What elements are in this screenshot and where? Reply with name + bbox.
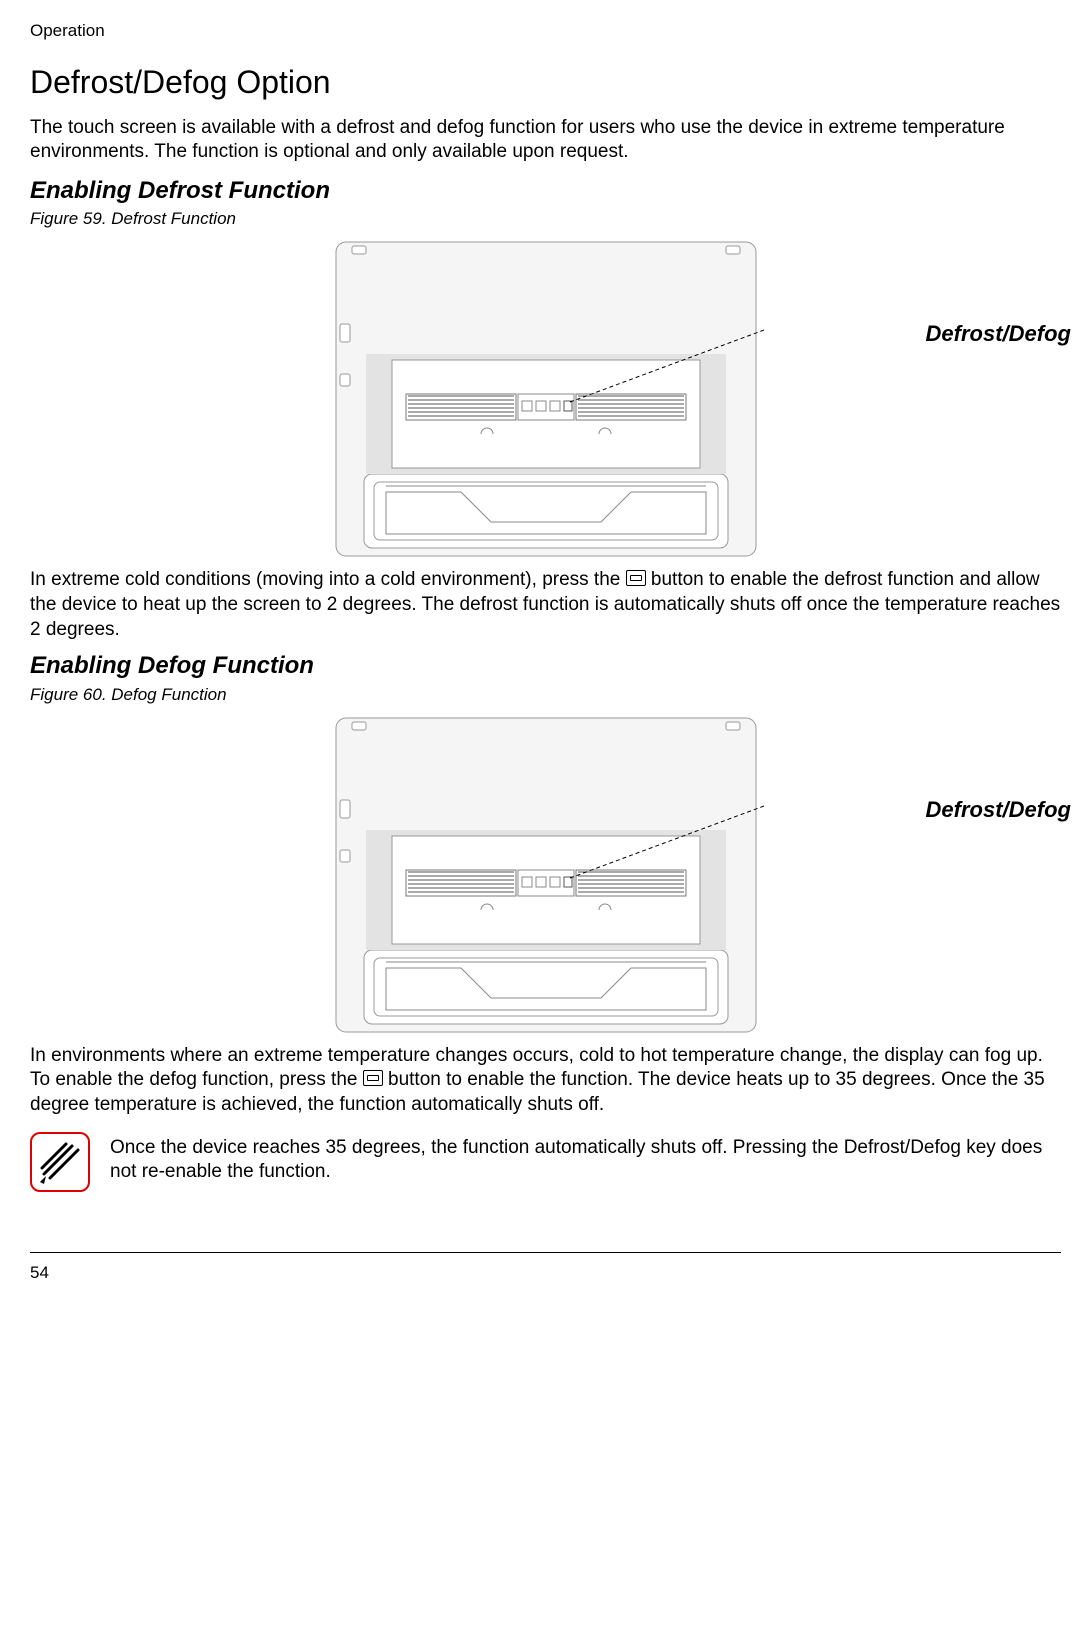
note-text: Once the device reaches 35 degrees, the … — [110, 1132, 1061, 1185]
callout-label-defrost: Defrost/Defog — [926, 320, 1071, 349]
callout-label-defog: Defrost/Defog — [926, 796, 1071, 825]
device-diagram-defog — [326, 710, 766, 1040]
section-heading-defrost: Enabling Defrost Function — [30, 175, 1061, 206]
page-title: Defrost/Defog Option — [30, 62, 1061, 104]
figure-59: Defrost/Defog — [30, 234, 1061, 564]
defrost-paragraph: In extreme cold conditions (moving into … — [30, 568, 1061, 642]
figure-caption-59: Figure 59. Defrost Function — [30, 208, 1061, 230]
device-diagram-defrost — [326, 234, 766, 564]
page-number: 54 — [30, 1262, 1061, 1284]
intro-paragraph: The touch screen is available with a def… — [30, 116, 1061, 165]
figure-60: Defrost/Defog — [30, 710, 1061, 1040]
figure-caption-60: Figure 60. Defog Function — [30, 684, 1061, 706]
note-block: Once the device reaches 35 degrees, the … — [30, 1132, 1061, 1192]
footer-rule — [30, 1252, 1061, 1253]
defrost-button-icon — [626, 570, 646, 586]
defrost-text-before: In extreme cold conditions (moving into … — [30, 569, 626, 590]
pencil-note-icon — [30, 1132, 90, 1192]
section-heading-defog: Enabling Defog Function — [30, 650, 1061, 681]
running-header: Operation — [30, 20, 1061, 42]
defog-paragraph: In environments where an extreme tempera… — [30, 1044, 1061, 1118]
defog-button-icon — [363, 1070, 383, 1086]
